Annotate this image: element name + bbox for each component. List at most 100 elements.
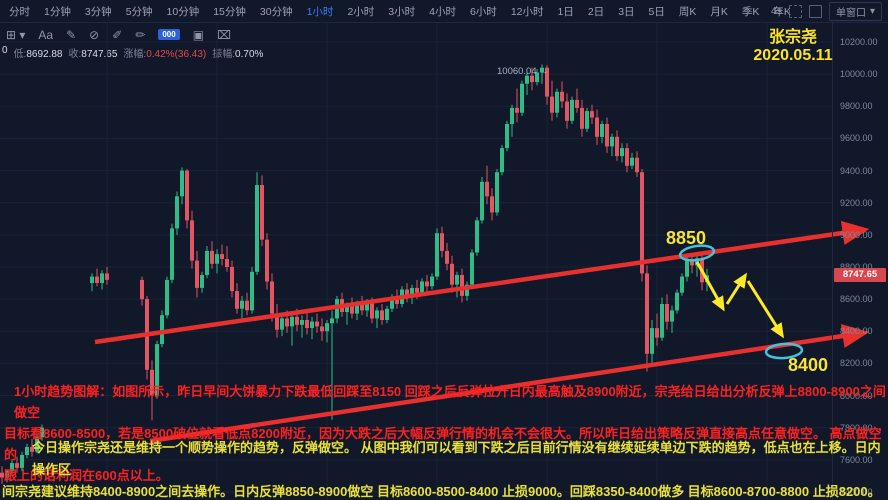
trash-icon[interactable]: ⌧ bbox=[217, 27, 231, 42]
candle-body bbox=[270, 281, 274, 314]
candle-body bbox=[610, 136, 614, 147]
candle-body bbox=[175, 196, 179, 229]
timeframe-bar: 分时 1分钟 3分钟 5分钟 10分钟 15分钟 30分钟 1小时 2小时 3小时 4小时 6小时 12… bbox=[0, 0, 888, 23]
clear-board-icon[interactable]: ▣ bbox=[192, 27, 205, 42]
candle-body bbox=[390, 297, 394, 309]
trend-analysis-note: 1小时趋势图解：如图所示，昨日早间大饼暴力下跌最低回踩至8150 回踩之后反弹拉… bbox=[4, 381, 886, 486]
candle-body bbox=[425, 281, 429, 287]
projection-arrow[interactable] bbox=[695, 261, 725, 312]
candle-body bbox=[330, 318, 334, 324]
layout-grid-icon[interactable]: ⊞ ▾ bbox=[6, 27, 26, 42]
draw-line-icon[interactable]: ✎ bbox=[66, 27, 77, 42]
timeframe-3日[interactable]: 3日 bbox=[618, 5, 635, 18]
candle-body bbox=[215, 254, 219, 264]
timeframe-2小时[interactable]: 2小时 bbox=[347, 5, 375, 18]
timeframe-月K[interactable]: 月K bbox=[710, 5, 728, 18]
projection-arrow[interactable] bbox=[725, 272, 748, 305]
candle-body bbox=[385, 308, 389, 320]
candle-body bbox=[685, 260, 689, 277]
timeframe-5日[interactable]: 5日 bbox=[648, 5, 665, 18]
drawing-toolbar: ⊞ ▾ Aa ✎ ⊘ ✐ ✏ 000 ▣ ⌧ bbox=[6, 26, 231, 43]
candle-body bbox=[435, 233, 439, 277]
candle-body bbox=[640, 172, 644, 274]
refresh-interval-label: 4s bbox=[770, 5, 782, 17]
timeframe-3分钟[interactable]: 3分钟 bbox=[84, 5, 112, 18]
fullscreen-icon[interactable] bbox=[788, 4, 802, 18]
window-mode-button[interactable]: 单窗口 ▾ bbox=[828, 1, 882, 21]
trendline[interactable] bbox=[149, 324, 870, 444]
candle-body bbox=[275, 313, 279, 330]
timeframe-1分钟[interactable]: 1分钟 bbox=[44, 5, 71, 18]
timeframe-年K[interactable]: 年K bbox=[773, 5, 791, 18]
candle-body bbox=[585, 111, 589, 129]
timeframe-5分钟[interactable]: 5分钟 bbox=[125, 5, 153, 18]
candle-body bbox=[155, 344, 159, 396]
candle-body bbox=[380, 310, 384, 320]
text-tool-icon[interactable]: Aa bbox=[38, 27, 54, 42]
candle-body bbox=[680, 276, 684, 293]
candle-body bbox=[170, 228, 174, 280]
timeframe-10分钟[interactable]: 10分钟 bbox=[166, 5, 200, 18]
amplitude-label: 振幅: bbox=[212, 49, 236, 60]
candle-body bbox=[235, 291, 239, 309]
candle-body bbox=[485, 181, 489, 197]
highlight-ellipse[interactable] bbox=[764, 342, 804, 360]
change-value: 0.42%(36.43) bbox=[146, 49, 207, 60]
candle-body bbox=[515, 107, 519, 113]
candle-body bbox=[565, 101, 569, 121]
candle-body bbox=[615, 136, 619, 157]
timeframe-12小时[interactable]: 12小时 bbox=[510, 5, 544, 18]
candle-body bbox=[350, 305, 354, 314]
candle-body bbox=[370, 302, 374, 319]
projection-arrow[interactable] bbox=[746, 280, 784, 339]
brush-icon[interactable]: ⊘ bbox=[89, 27, 100, 42]
expand-window-icon[interactable] bbox=[808, 4, 822, 18]
candle-body bbox=[280, 318, 284, 330]
resistance-label-8850: 8850 bbox=[666, 228, 707, 248]
timeframe-1小时[interactable]: 1小时 bbox=[306, 5, 334, 18]
candle-body bbox=[575, 99, 579, 108]
candle-body bbox=[150, 369, 154, 396]
candle-body bbox=[40, 427, 44, 438]
candle-body bbox=[670, 310, 674, 322]
candle-body bbox=[320, 326, 324, 332]
candle-body bbox=[465, 284, 469, 296]
candle-body bbox=[290, 316, 294, 327]
candle-body bbox=[245, 300, 249, 311]
timeframe-季K[interactable]: 季K bbox=[741, 5, 760, 18]
timeframe-分时[interactable]: 分时 bbox=[9, 5, 30, 18]
trendline[interactable] bbox=[94, 220, 870, 345]
timeframe-1日[interactable]: 1日 bbox=[557, 5, 574, 18]
timeframe-2日[interactable]: 2日 bbox=[587, 5, 605, 18]
pen-icon[interactable]: ✏ bbox=[135, 27, 146, 42]
candle-body bbox=[105, 273, 109, 280]
candle-body bbox=[165, 279, 169, 316]
support-label-8400: 8400 bbox=[788, 355, 829, 375]
candle-body bbox=[645, 273, 649, 354]
candle-body bbox=[35, 437, 39, 452]
candle-body bbox=[665, 304, 669, 322]
indicator-badge[interactable]: 000 bbox=[158, 29, 180, 40]
candle-body bbox=[140, 279, 144, 300]
analysis-date: 2020.05.11 bbox=[753, 47, 833, 64]
clip-icon[interactable]: ✐ bbox=[112, 27, 123, 42]
candle-body bbox=[635, 157, 639, 173]
timeframe-周K[interactable]: 周K bbox=[678, 5, 697, 18]
candle-body bbox=[660, 304, 664, 338]
candle-body bbox=[450, 263, 454, 285]
timeframe-30分钟[interactable]: 30分钟 bbox=[259, 5, 293, 18]
candle-body bbox=[495, 172, 499, 213]
timeframe-6小时[interactable]: 6小时 bbox=[469, 5, 497, 18]
candle-body bbox=[345, 305, 349, 312]
timeframe-4小时[interactable]: 4小时 bbox=[429, 5, 456, 18]
candle-body bbox=[595, 117, 599, 137]
highlight-ellipse[interactable] bbox=[678, 244, 716, 263]
candle-body bbox=[180, 170, 184, 197]
timeframe-3小时[interactable]: 3小时 bbox=[388, 5, 416, 18]
candle-body bbox=[520, 83, 524, 113]
close-value: 8747.65 bbox=[81, 49, 118, 60]
candle-body bbox=[240, 300, 244, 309]
timeframe-15分钟[interactable]: 15分钟 bbox=[213, 5, 246, 18]
